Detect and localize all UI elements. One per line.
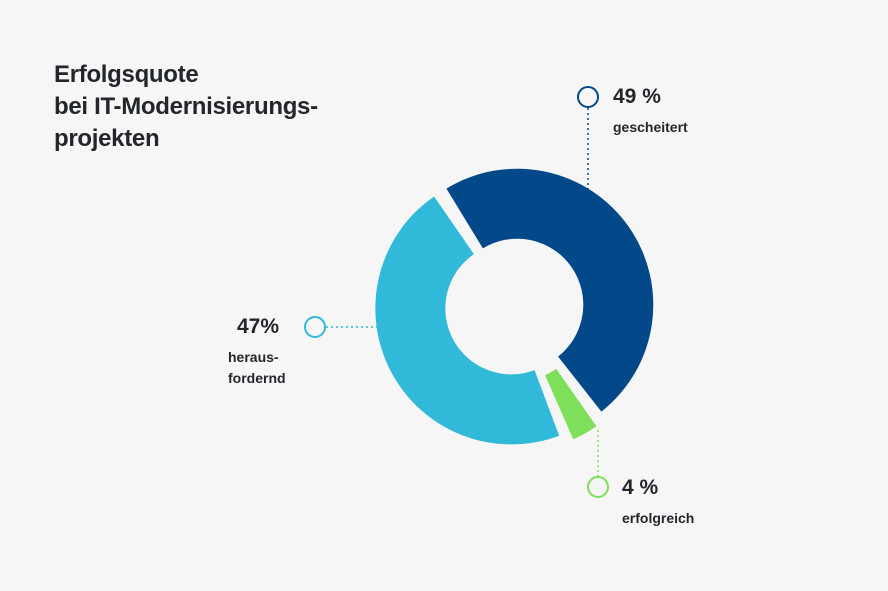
title-line-1: Erfolgsquote bbox=[54, 61, 199, 88]
slice-gescheitert bbox=[446, 168, 654, 412]
slice-erfolgreich bbox=[545, 368, 597, 440]
marker-erfolgreich bbox=[587, 476, 609, 498]
category-label-line-1: heraus- bbox=[228, 349, 279, 365]
value-label-gescheitert: 49 % bbox=[613, 85, 661, 108]
category-label-gescheitert: gescheitert bbox=[613, 119, 688, 135]
chart-title: Erfolgsquote bei IT-Modernisierungs- pro… bbox=[54, 59, 318, 155]
slice-herausfordernd bbox=[375, 196, 560, 445]
marker-gescheitert bbox=[577, 86, 599, 108]
value-label-herausfordernd: 47% bbox=[237, 315, 280, 338]
category-label-herausfordernd: heraus- fordernd bbox=[228, 347, 286, 389]
category-label-erfolgreich: erfolgreich bbox=[622, 510, 695, 526]
marker-herausfordernd bbox=[304, 316, 326, 338]
value-label-erfolgreich: 4 % bbox=[622, 476, 659, 499]
title-line-2: bei IT-Modernisierungs- bbox=[54, 93, 318, 120]
title-line-3: projekten bbox=[54, 125, 160, 152]
category-label-line-2: fordernd bbox=[228, 370, 286, 386]
